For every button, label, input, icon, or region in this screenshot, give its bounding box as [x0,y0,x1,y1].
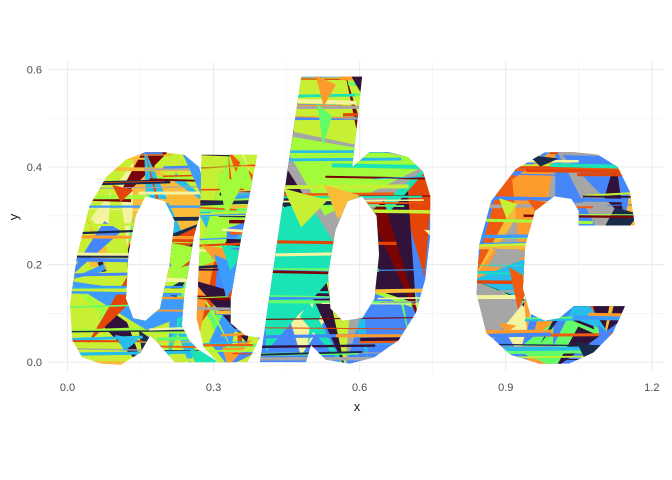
sliver-patch [259,327,429,330]
sliver-patch [585,191,635,197]
wedge-patch [317,103,333,146]
y-tick-label: 0.6 [27,64,42,76]
y-tick-label: 0.4 [27,162,42,174]
wedge-patch [112,185,134,202]
triangle-patch [144,152,172,246]
sliver-patch [259,294,344,298]
sliver-patch [196,349,260,353]
x-tick-label: 0.9 [498,382,513,394]
y-axis-tick-labels: 0.0 0.2 0.4 0.6 [27,64,42,369]
sliver-patch [331,163,431,170]
wedge-patch [324,184,360,220]
sliver-patch [359,288,431,294]
x-axis-tick-labels: 0.0 0.3 0.6 0.9 1.2 [60,382,660,394]
sliver-patch [259,184,409,190]
wedge-patch [315,76,336,107]
wedge-patch [114,334,139,352]
x-tick-label: 0.0 [60,382,75,394]
wedge-patch [221,245,244,271]
sliver-patch [259,157,402,162]
sliver-patch [259,344,376,349]
sliver-patch [259,296,329,300]
sliver-patch [196,154,231,157]
wedge-patch [528,154,559,167]
x-axis-title: x [354,399,361,414]
sliver-patch [69,347,153,351]
sliver-patch [373,175,431,180]
sliver-patch [196,341,247,346]
sliver-patch [526,168,635,174]
sliver-patch [69,285,184,288]
sliver-patch [476,332,551,338]
wedge-patch [215,171,242,216]
sliver-patch [476,343,612,347]
sliver-patch [196,343,253,347]
triangle-patch [530,152,556,166]
sliver-patch [377,296,431,300]
sliver-patch [69,229,136,235]
sliver-patch [196,213,255,217]
y-tick-label: 0.0 [27,357,42,369]
sliver-patch [476,195,624,203]
wedge-patch [576,341,606,364]
sliver-patch [69,185,208,190]
wedge-patch [283,188,328,228]
x-tick-label: 0.6 [352,382,367,394]
sliver-patch [69,329,200,333]
sliver-patch [476,329,553,334]
sliver-patch [196,236,249,241]
sliver-patch [69,304,134,309]
x-tick-label: 0.3 [206,382,221,394]
sliver-patch [354,202,431,205]
y-tick-label: 0.2 [27,260,42,272]
x-tick-label: 1.2 [644,382,659,394]
wedge-patch [498,322,517,333]
sliver-patch [325,175,431,180]
sliver-patch [582,195,635,198]
y-axis-title: y [6,213,21,220]
sliver-patch [355,209,431,214]
sliver-patch [196,296,231,299]
wedge-patch [498,198,518,218]
sliver-patch [69,257,132,263]
